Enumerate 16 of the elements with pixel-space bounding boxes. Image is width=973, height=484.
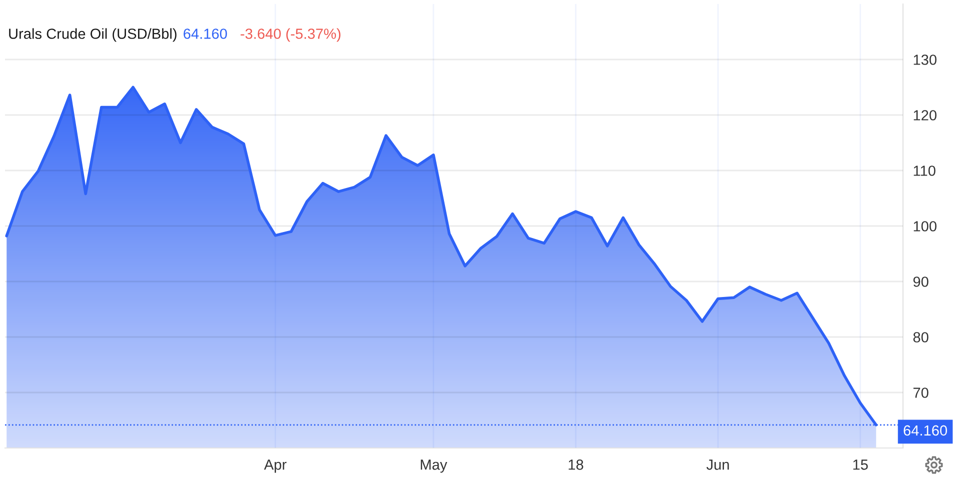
y-tick-label: 80: [913, 332, 928, 342]
annotation: -3.640 (-5.37%): [240, 28, 340, 42]
x-tick-label: Jun: [706, 460, 729, 470]
y-tick-label: 70: [913, 388, 928, 398]
ref-line-label: 64.160: [904, 425, 948, 436]
y-tick-label: 100: [914, 221, 936, 232]
y-tick-label: 120: [914, 110, 936, 120]
x-tick-label: Apr: [264, 460, 286, 473]
x-tick-label: May: [420, 460, 448, 473]
y-tick-label: 90: [913, 276, 928, 287]
y-tick-label: 130: [914, 54, 936, 65]
x-tick-label: 18: [568, 459, 584, 470]
y-tick-label: 110: [914, 166, 936, 176]
annotation: 64.160: [184, 28, 227, 39]
text: Urals Crude Oil (USD/Bbl): [9, 28, 176, 42]
x-tick-label: 15: [853, 460, 868, 470]
